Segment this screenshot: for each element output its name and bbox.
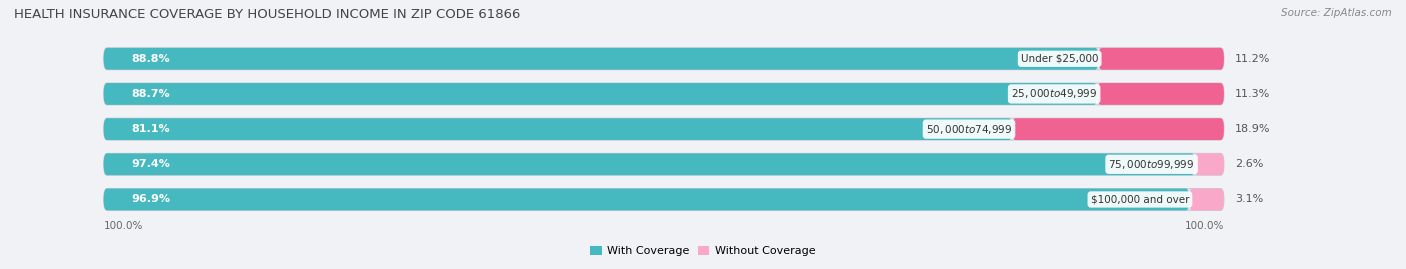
- FancyBboxPatch shape: [104, 118, 1012, 140]
- Text: Under $25,000: Under $25,000: [1021, 54, 1098, 64]
- Text: 11.2%: 11.2%: [1234, 54, 1271, 64]
- Text: $25,000 to $49,999: $25,000 to $49,999: [1011, 87, 1097, 100]
- FancyBboxPatch shape: [104, 118, 1223, 140]
- FancyBboxPatch shape: [104, 48, 1223, 70]
- Text: 2.6%: 2.6%: [1234, 159, 1264, 169]
- Text: 18.9%: 18.9%: [1234, 124, 1271, 134]
- Text: 100.0%: 100.0%: [104, 221, 143, 231]
- Text: HEALTH INSURANCE COVERAGE BY HOUSEHOLD INCOME IN ZIP CODE 61866: HEALTH INSURANCE COVERAGE BY HOUSEHOLD I…: [14, 8, 520, 21]
- Text: $75,000 to $99,999: $75,000 to $99,999: [1108, 158, 1195, 171]
- FancyBboxPatch shape: [104, 189, 1223, 210]
- FancyBboxPatch shape: [1098, 48, 1223, 70]
- Text: 88.8%: 88.8%: [132, 54, 170, 64]
- FancyBboxPatch shape: [1097, 83, 1223, 105]
- Text: 96.9%: 96.9%: [132, 194, 170, 204]
- FancyBboxPatch shape: [1189, 189, 1223, 210]
- FancyBboxPatch shape: [104, 83, 1223, 105]
- Text: 88.7%: 88.7%: [132, 89, 170, 99]
- FancyBboxPatch shape: [1195, 153, 1223, 175]
- Text: 100.0%: 100.0%: [1184, 221, 1223, 231]
- FancyBboxPatch shape: [104, 189, 1189, 210]
- Text: 97.4%: 97.4%: [132, 159, 170, 169]
- Text: 3.1%: 3.1%: [1234, 194, 1264, 204]
- FancyBboxPatch shape: [1012, 118, 1223, 140]
- Text: 81.1%: 81.1%: [132, 124, 170, 134]
- FancyBboxPatch shape: [104, 153, 1195, 175]
- Text: Source: ZipAtlas.com: Source: ZipAtlas.com: [1281, 8, 1392, 18]
- Text: 11.3%: 11.3%: [1234, 89, 1271, 99]
- FancyBboxPatch shape: [104, 83, 1097, 105]
- FancyBboxPatch shape: [104, 48, 1098, 70]
- Text: $50,000 to $74,999: $50,000 to $74,999: [927, 123, 1012, 136]
- Legend: With Coverage, Without Coverage: With Coverage, Without Coverage: [586, 242, 820, 261]
- Text: $100,000 and over: $100,000 and over: [1091, 194, 1189, 204]
- FancyBboxPatch shape: [104, 153, 1223, 175]
